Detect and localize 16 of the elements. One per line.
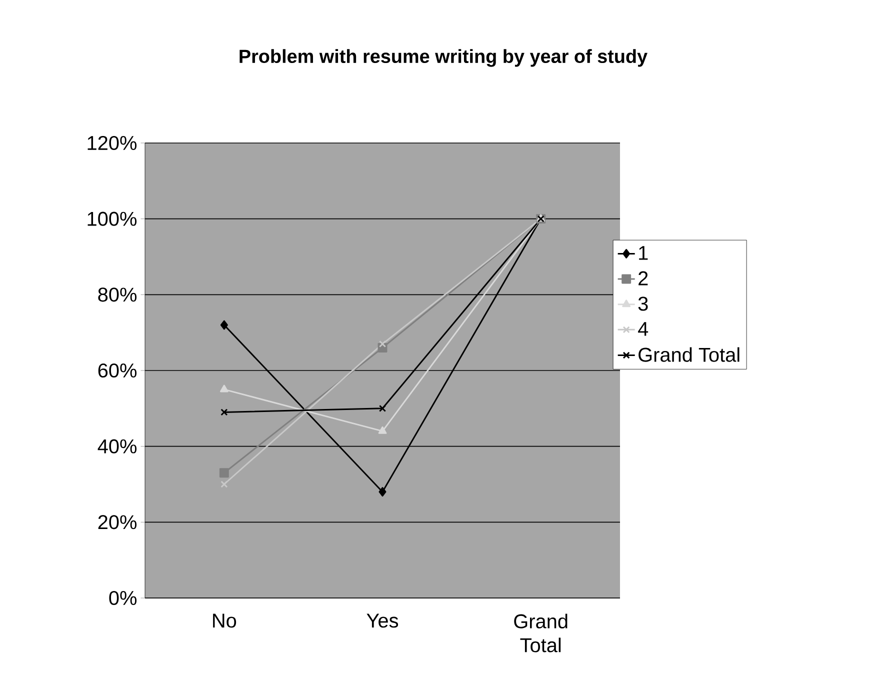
y-tick-label: 120% (88, 136, 136, 150)
y-tick-label: 20% (98, 515, 137, 530)
legend-label: 1 (639, 246, 648, 260)
x-tick-label: Yes (366, 614, 398, 628)
legend-label: 4 (638, 322, 648, 336)
y-tick-label: 60% (98, 363, 137, 378)
y-tick-label: 100% (88, 212, 136, 226)
x-tick-label: Grand Total (514, 614, 568, 652)
chart-title: Problem with resume writing by year of study (240, 49, 648, 67)
y-tick-label: 80% (98, 288, 137, 302)
x-tick-label: No (213, 614, 236, 628)
y-tick-label: 0% (109, 590, 137, 606)
y-tick-label: 40% (98, 439, 137, 454)
legend-label: Grand Total (638, 347, 740, 362)
legend-label: 3 (638, 296, 648, 311)
legend-label: 2 (638, 271, 648, 286)
